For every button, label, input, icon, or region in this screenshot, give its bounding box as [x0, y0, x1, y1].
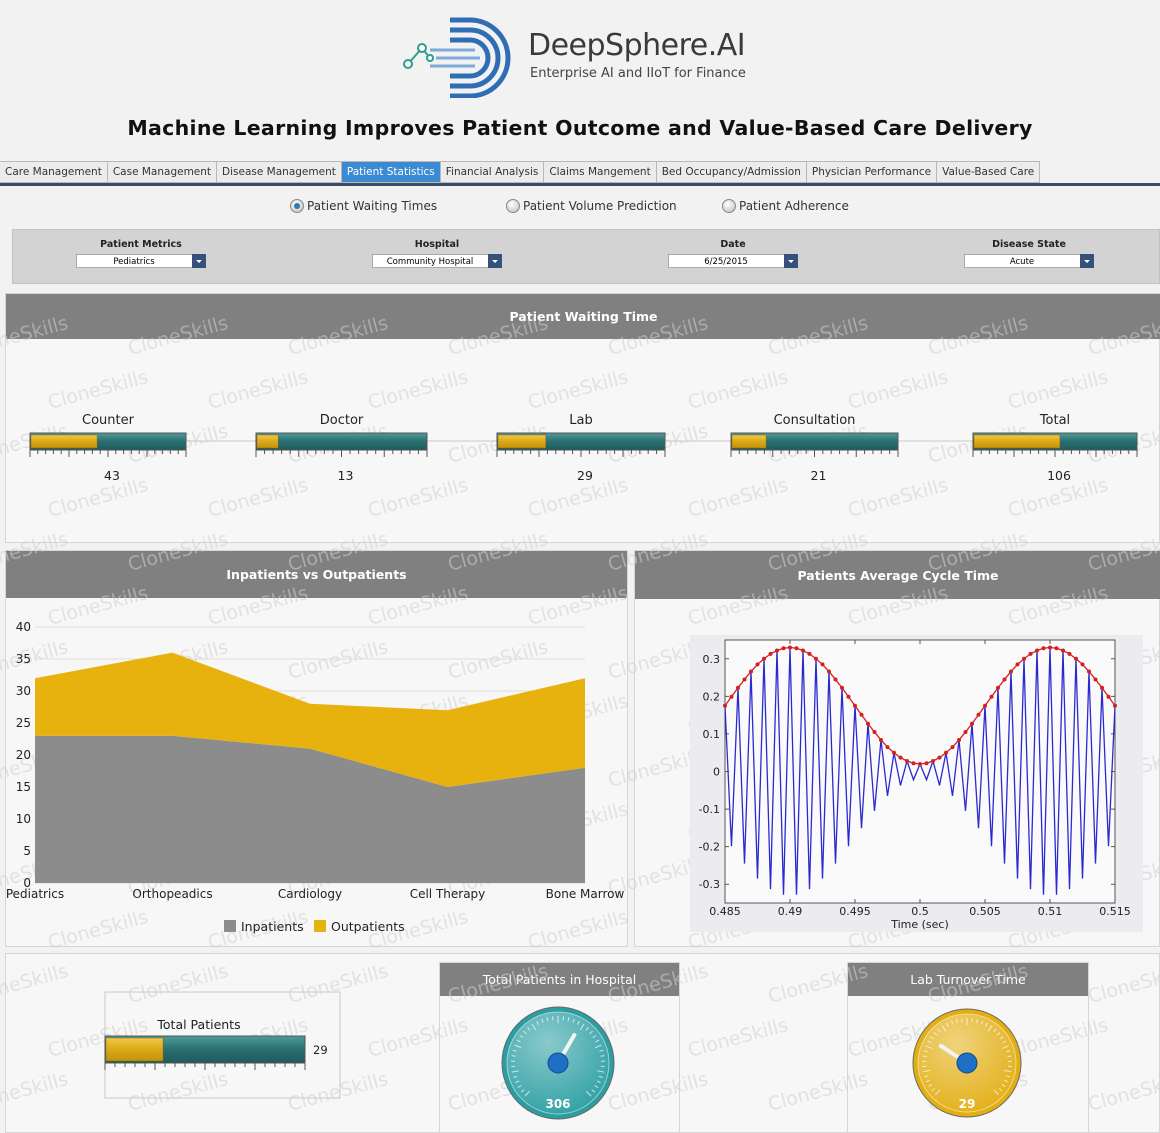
page-title: Machine Learning Improves Patient Outcom… — [127, 116, 1033, 140]
radio-option[interactable]: Patient Volume Prediction — [506, 197, 677, 215]
radio-label: Patient Volume Prediction — [523, 199, 677, 213]
panel-header: Total Patients in Hospital — [440, 963, 679, 996]
filter-select[interactable]: 6/25/2015 — [668, 254, 798, 268]
dropdown-arrow — [488, 254, 502, 268]
panel-header: Patient Waiting Time — [6, 294, 1160, 339]
area-panel: Inpatients vs Outpatients — [5, 550, 628, 947]
tab[interactable]: Bed Occupancy/Admission — [656, 161, 807, 183]
radio-label: Patient Adherence — [739, 199, 849, 213]
filter-value: Community Hospital — [386, 257, 474, 267]
dropdown-arrow — [784, 254, 798, 268]
panel-header: Inpatients vs Outpatients — [6, 551, 627, 598]
filter: Hospital Community Hospital — [372, 239, 502, 268]
dropdown-arrow — [1080, 254, 1094, 268]
tab-underline — [0, 183, 1160, 186]
dropdown-arrow — [192, 254, 206, 268]
filter-label: Hospital — [414, 239, 460, 250]
tab[interactable]: Value-Based Care — [937, 161, 1041, 183]
filter-select[interactable]: Acute — [964, 254, 1094, 268]
tab[interactable]: Physician Performance — [806, 161, 938, 183]
filter-select[interactable]: Pediatrics — [76, 254, 206, 268]
tab[interactable]: Claims Mangement — [544, 161, 657, 183]
panel-header: Patients Average Cycle Time — [635, 551, 1160, 599]
radio-button — [290, 199, 304, 213]
filter: Patient Metrics Pediatrics — [76, 239, 206, 268]
radio-button — [722, 199, 736, 213]
tab-bar: Care Management Case Management Disease Ma… — [0, 161, 1041, 183]
tab[interactable]: Care Management — [0, 161, 108, 183]
waiting-panel: Patient Waiting Time — [5, 293, 1160, 543]
filter: Disease State Acute — [964, 239, 1094, 268]
cycle-panel: Patients Average Cycle Time — [634, 550, 1160, 947]
radio-option[interactable]: Patient Waiting Times — [290, 197, 437, 215]
dial-panel: Total Patients in Hospital — [439, 962, 680, 1133]
radio-button — [506, 199, 520, 213]
radio-label: Patient Waiting Times — [307, 199, 438, 213]
filter-value: Acute — [1009, 257, 1035, 267]
panel-header: Lab Turnover Time — [848, 963, 1088, 996]
brand-name: DeepSphere.AI — [528, 28, 746, 63]
filter: Date 6/25/2015 — [668, 239, 798, 268]
tab[interactable]: Case Management — [107, 161, 218, 183]
filter-label: Patient Metrics — [100, 239, 182, 250]
brand-tagline: Enterprise AI and IIoT for Finance — [530, 66, 746, 81]
filter-label: Date — [720, 239, 746, 250]
filter-bar: Patient Metrics Pediatrics Hospital Communi… — [12, 229, 1160, 284]
radio-option[interactable]: Patient Adherence — [722, 197, 849, 215]
filter-value: 6/25/2015 — [704, 257, 748, 267]
tab[interactable]: Disease Management — [217, 161, 342, 183]
tab[interactable]: Patient Statistics — [341, 161, 441, 183]
dial-panel: Lab Turnover Time — [847, 962, 1089, 1133]
filter-value: Pediatrics — [113, 257, 155, 267]
filter-select[interactable]: Community Hospital — [372, 254, 502, 268]
filter-label: Disease State — [992, 239, 1066, 250]
tab[interactable]: Financial Analysis — [440, 161, 545, 183]
logo-mark — [403, 17, 511, 98]
